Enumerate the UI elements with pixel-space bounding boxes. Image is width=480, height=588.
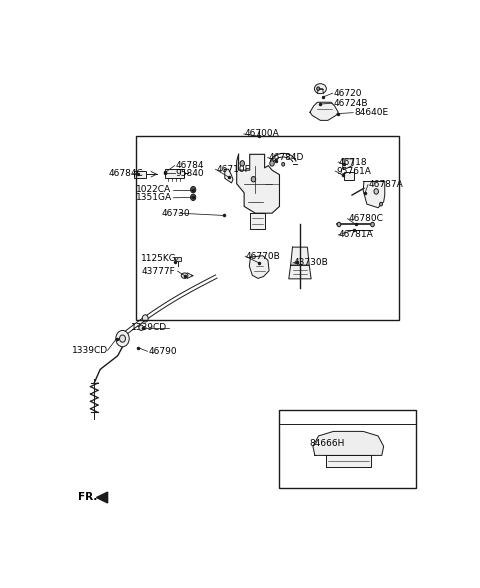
Text: 46718: 46718 [339,158,368,166]
Text: 43777F: 43777F [141,266,175,276]
Text: 46784D: 46784D [268,153,304,162]
Text: 95840: 95840 [175,169,204,178]
Text: 46710F: 46710F [216,165,250,174]
Bar [344,172,353,180]
Text: FR.: FR. [78,492,97,502]
Bar [175,256,181,260]
Text: 1022CA: 1022CA [136,185,171,194]
Text: 46780C: 46780C [348,214,383,223]
Polygon shape [249,256,269,278]
Text: 46781A: 46781A [339,230,374,239]
Polygon shape [225,169,233,183]
Circle shape [142,315,148,322]
Text: 1125KG: 1125KG [141,254,177,263]
Polygon shape [290,247,309,265]
Text: 43730B: 43730B [294,259,328,268]
Text: 1339CD: 1339CD [132,323,168,332]
Ellipse shape [314,83,326,93]
Text: 46784C: 46784C [108,169,143,178]
Text: 95761A: 95761A [336,166,371,176]
Text: 46790: 46790 [148,347,177,356]
Circle shape [374,189,378,194]
Text: 46700A: 46700A [244,129,279,138]
Polygon shape [289,265,311,279]
Text: 46720: 46720 [334,89,362,98]
Text: 1339CD: 1339CD [72,346,108,355]
Polygon shape [343,159,353,169]
Polygon shape [310,102,338,121]
Polygon shape [313,432,384,455]
Circle shape [380,202,383,206]
Circle shape [282,162,285,166]
Polygon shape [326,455,371,467]
Bar [279,410,416,488]
Circle shape [251,176,256,182]
Polygon shape [96,492,108,503]
Circle shape [116,330,129,347]
Polygon shape [363,182,385,208]
Text: 46770B: 46770B [246,252,281,260]
Polygon shape [237,154,279,213]
Circle shape [240,161,244,166]
Bar [165,169,184,178]
Text: 84640E: 84640E [354,108,388,117]
Circle shape [139,325,144,330]
Text: 46787A: 46787A [369,180,404,189]
Text: 84666H: 84666H [309,439,345,447]
Circle shape [337,222,341,227]
Text: 46724B: 46724B [334,99,368,108]
Circle shape [191,194,196,201]
Circle shape [371,222,374,227]
Polygon shape [250,213,264,229]
Circle shape [317,87,320,91]
Bar [134,171,145,178]
Text: 46730: 46730 [161,209,190,218]
Circle shape [191,186,196,193]
Text: 1351GA: 1351GA [136,193,172,202]
Circle shape [270,161,274,166]
Bar [136,136,398,320]
Circle shape [120,335,125,342]
Text: 46784: 46784 [175,161,204,170]
Ellipse shape [181,273,188,278]
